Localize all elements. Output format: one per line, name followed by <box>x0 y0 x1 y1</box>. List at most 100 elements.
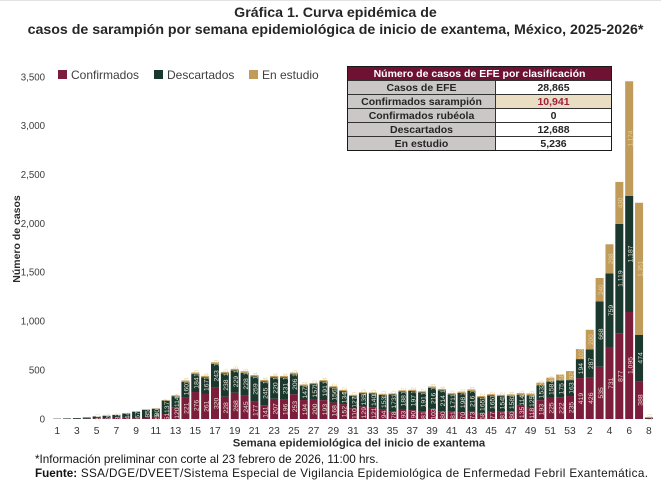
svg-text:500: 500 <box>29 365 46 376</box>
svg-text:17: 17 <box>209 426 221 437</box>
svg-text:129: 129 <box>361 407 368 419</box>
svg-text:14: 14 <box>184 377 191 385</box>
svg-text:31: 31 <box>347 426 359 437</box>
svg-text:10: 10 <box>647 414 654 422</box>
svg-text:194: 194 <box>578 363 585 375</box>
svg-text:14: 14 <box>263 377 270 385</box>
svg-text:49: 49 <box>525 426 537 437</box>
svg-text:243: 243 <box>213 370 220 382</box>
svg-text:1: 1 <box>54 426 60 437</box>
svg-text:10: 10 <box>371 389 378 397</box>
svg-text:10: 10 <box>381 390 388 398</box>
svg-text:12: 12 <box>342 386 349 394</box>
svg-text:37: 37 <box>406 426 418 437</box>
svg-text:13: 13 <box>170 426 182 437</box>
svg-text:18: 18 <box>529 390 536 398</box>
svg-text:41: 41 <box>446 426 458 437</box>
svg-text:11: 11 <box>150 426 161 437</box>
svg-text:8: 8 <box>646 426 652 437</box>
svg-text:Semana epidemiológica del inic: Semana epidemiológica del inicio de exan… <box>233 438 486 450</box>
svg-text:7: 7 <box>164 398 171 402</box>
svg-text:47: 47 <box>505 426 517 437</box>
svg-text:3,500: 3,500 <box>21 72 46 83</box>
svg-text:3,000: 3,000 <box>21 121 46 132</box>
svg-text:216: 216 <box>430 392 437 404</box>
svg-text:0: 0 <box>40 414 46 425</box>
svg-text:85: 85 <box>144 410 151 418</box>
svg-text:40: 40 <box>549 376 556 384</box>
svg-text:200: 200 <box>588 334 595 345</box>
svg-text:10: 10 <box>361 389 368 397</box>
svg-text:16: 16 <box>292 369 299 377</box>
svg-text:877: 877 <box>618 370 625 382</box>
svg-text:200: 200 <box>312 403 319 415</box>
svg-text:120: 120 <box>174 407 181 419</box>
svg-text:9: 9 <box>133 426 139 437</box>
svg-text:220: 220 <box>272 382 279 394</box>
svg-text:2: 2 <box>587 426 593 437</box>
svg-text:259: 259 <box>253 383 260 395</box>
svg-text:26: 26 <box>105 413 112 421</box>
svg-text:222: 222 <box>558 402 565 414</box>
svg-text:80: 80 <box>509 411 516 419</box>
svg-text:188: 188 <box>401 395 408 407</box>
svg-text:58: 58 <box>480 412 487 420</box>
svg-text:19: 19 <box>229 426 241 437</box>
svg-text:51: 51 <box>545 426 557 437</box>
svg-text:77: 77 <box>489 411 496 419</box>
svg-text:14: 14 <box>430 383 437 391</box>
svg-text:238: 238 <box>223 379 230 391</box>
svg-text:14: 14 <box>272 373 279 381</box>
svg-text:12: 12 <box>480 393 487 401</box>
svg-text:93: 93 <box>401 410 408 418</box>
svg-text:12: 12 <box>411 386 418 394</box>
svg-text:163: 163 <box>568 382 575 394</box>
svg-text:759: 759 <box>608 305 615 317</box>
svg-text:10: 10 <box>391 390 398 398</box>
svg-text:245: 245 <box>263 387 270 399</box>
svg-text:73: 73 <box>470 411 477 419</box>
svg-text:12: 12 <box>460 388 467 396</box>
svg-text:231: 231 <box>282 383 289 395</box>
svg-text:261: 261 <box>203 400 210 412</box>
svg-text:173: 173 <box>391 397 398 409</box>
svg-text:80: 80 <box>154 409 161 417</box>
svg-text:1,500: 1,500 <box>21 268 46 279</box>
svg-text:12: 12 <box>420 388 427 396</box>
svg-text:177: 177 <box>253 404 260 416</box>
svg-text:58: 58 <box>558 373 565 381</box>
svg-text:419: 419 <box>578 393 585 405</box>
svg-text:320: 320 <box>213 397 220 409</box>
svg-text:53: 53 <box>564 426 576 437</box>
svg-text:135: 135 <box>519 407 526 419</box>
svg-text:4: 4 <box>607 426 613 437</box>
svg-text:388: 388 <box>637 394 644 406</box>
svg-text:Número de casos: Número de casos <box>11 195 23 283</box>
svg-text:206: 206 <box>292 378 299 390</box>
svg-text:240: 240 <box>598 284 605 295</box>
svg-text:39: 39 <box>426 426 438 437</box>
svg-text:43: 43 <box>466 426 478 437</box>
svg-text:103: 103 <box>578 348 585 359</box>
svg-text:225: 225 <box>549 402 556 414</box>
svg-text:175: 175 <box>558 383 565 395</box>
svg-text:25: 25 <box>288 426 300 437</box>
svg-text:118: 118 <box>529 408 536 419</box>
svg-text:6: 6 <box>626 426 632 437</box>
svg-text:253: 253 <box>292 401 299 413</box>
svg-text:184: 184 <box>194 377 201 389</box>
svg-text:35: 35 <box>387 426 399 437</box>
svg-text:668: 668 <box>598 328 605 340</box>
svg-text:12: 12 <box>450 390 457 398</box>
svg-text:1,119: 1,119 <box>618 270 625 287</box>
svg-text:214: 214 <box>440 395 447 407</box>
svg-text:92: 92 <box>568 372 575 380</box>
svg-text:426: 426 <box>588 392 595 404</box>
svg-text:198: 198 <box>460 397 467 409</box>
svg-text:168: 168 <box>332 405 339 417</box>
svg-text:81: 81 <box>420 411 427 419</box>
svg-text:245: 245 <box>243 401 250 413</box>
svg-text:193: 193 <box>322 404 329 416</box>
svg-text:14: 14 <box>470 386 477 394</box>
svg-text:14: 14 <box>322 377 329 385</box>
